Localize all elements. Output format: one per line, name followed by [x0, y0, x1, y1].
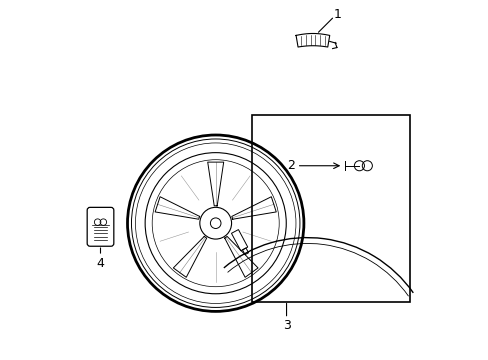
Text: 2: 2: [287, 159, 295, 172]
Bar: [251, 115, 409, 302]
Text: 3: 3: [282, 319, 290, 332]
Text: 1: 1: [333, 8, 341, 21]
Text: 4: 4: [96, 257, 104, 270]
